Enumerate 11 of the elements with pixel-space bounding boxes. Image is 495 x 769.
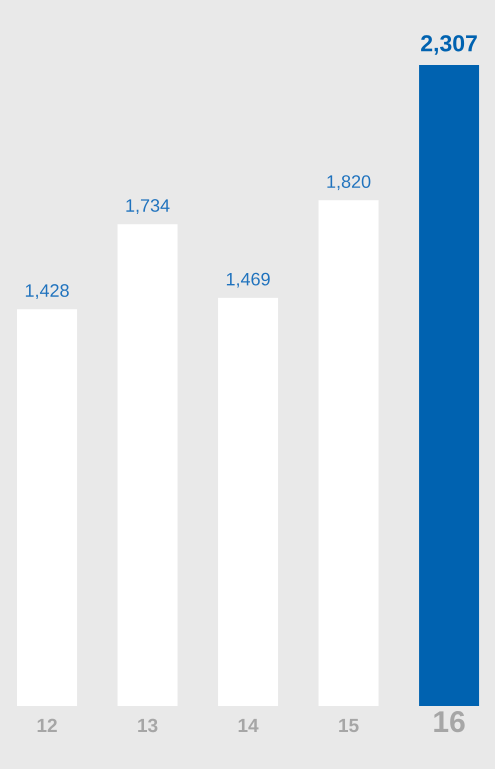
x-tick-label: 12 [38, 718, 57, 732]
x-tick-label: 14 [238, 718, 259, 732]
data-label: 1,469 [226, 272, 270, 288]
x-tick-label: 13 [138, 718, 158, 732]
x-tick-label: 15 [339, 718, 359, 732]
data-label: 2,307 [421, 35, 477, 55]
data-label: 1,428 [26, 284, 69, 300]
bar [419, 65, 480, 706]
data-label: 1,734 [126, 199, 170, 214]
x-tick-label: 16 [434, 711, 465, 732]
data-label: 1,820 [327, 175, 370, 190]
